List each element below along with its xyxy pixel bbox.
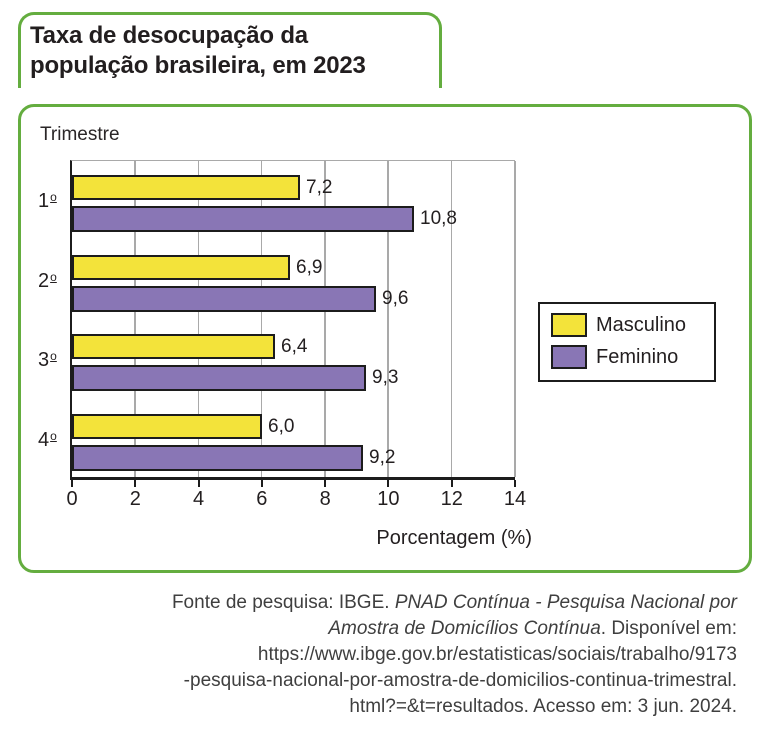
legend-label-feminino: Feminino <box>596 345 679 368</box>
gridline <box>514 161 516 477</box>
x-axis-title: Porcentagem (%) <box>376 527 532 549</box>
bar-masculino-1 <box>72 175 300 200</box>
y-axis-title: Trimestre <box>40 124 120 145</box>
value-label: 7,2 <box>306 177 333 198</box>
tick-mark <box>387 480 390 487</box>
footer-line: Fonte de pesquisa: IBGE. PNAD Contínua -… <box>171 592 737 613</box>
footer-line: html?=&t=resultados. Acesso em: 3 jun. 2… <box>349 696 737 717</box>
value-label: 10,8 <box>420 208 457 229</box>
value-label: 6,9 <box>296 256 323 278</box>
category-label: 1o <box>38 190 57 212</box>
source-citation: Fonte de pesquisa: IBGE. PNAD Contínua -… <box>20 590 737 720</box>
value-label: 6,4 <box>281 336 308 358</box>
bar-feminino-3 <box>72 365 366 392</box>
legend-item-feminino: Feminino <box>551 343 714 371</box>
gridline <box>450 161 453 477</box>
value-label: 9,3 <box>372 367 399 389</box>
legend: Masculino Feminino <box>538 302 716 382</box>
category-label: 4o <box>38 429 57 452</box>
tick-mark <box>134 480 137 487</box>
gridline <box>134 161 136 477</box>
footer-line: https://www.ibge.gov.br/estatisticas/soc… <box>257 644 737 665</box>
tick-label: 6 <box>256 488 268 510</box>
tick-label: 14 <box>503 488 527 510</box>
page-title: Taxa de desocupação da população brasile… <box>30 21 429 81</box>
gridline <box>260 161 263 477</box>
tick-label: 4 <box>193 488 205 510</box>
bar-masculino-4 <box>72 414 262 440</box>
footer-line: Amostra de Domicílios Contínua. Disponív… <box>328 618 737 639</box>
category-label: 2o <box>38 269 57 292</box>
category-label: 3o <box>38 349 57 372</box>
bar-masculino-3 <box>72 334 275 360</box>
value-label: 6,0 <box>268 416 295 438</box>
tick-mark <box>450 480 453 487</box>
value-label: 9,6 <box>382 287 409 309</box>
masculino-color-swatch <box>551 313 587 337</box>
plot-area: 0 2 4 6 8 10 12 14 7,2 10,8 1o 6,9 9,6 2o 6,4 9,3 3o 6,0 9… <box>38 160 526 510</box>
tick-label: 8 <box>319 488 331 510</box>
tick-label: 12 <box>440 488 463 510</box>
tick-label: 10 <box>377 488 400 510</box>
bar-feminino-4 <box>72 445 363 472</box>
gridline <box>197 161 200 477</box>
page-title-line1: Taxa de desocupação da <box>30 22 308 49</box>
page-title-line2: população brasileira, em 2023 <box>30 52 366 79</box>
tick-mark <box>71 480 73 487</box>
feminino-color-swatch <box>551 345 587 369</box>
chart-container: Trimestre 0 2 4 6 8 10 12 14 7,2 10,8 1o 6,9 9,6 2o 6,… <box>18 104 752 573</box>
chart-title-box: Taxa de desocupação da população brasile… <box>18 12 442 88</box>
tick-label: 0 <box>66 488 78 510</box>
legend-item-masculino: Masculino <box>551 311 714 339</box>
gridline <box>324 161 326 477</box>
tick-label: 2 <box>129 488 141 510</box>
tick-mark <box>197 480 200 487</box>
legend-label-masculino: Masculino <box>596 313 687 336</box>
value-label: 9,2 <box>369 447 396 469</box>
bar-feminino-2 <box>72 285 376 312</box>
tick-mark <box>260 480 263 487</box>
bar-masculino-2 <box>72 254 290 280</box>
tick-mark <box>324 480 327 487</box>
footer-line: -pesquisa-nacional-por-amostra-de-domici… <box>183 670 737 691</box>
tick-mark <box>514 480 516 487</box>
gridline <box>387 161 389 477</box>
bar-feminino-1 <box>72 206 414 232</box>
